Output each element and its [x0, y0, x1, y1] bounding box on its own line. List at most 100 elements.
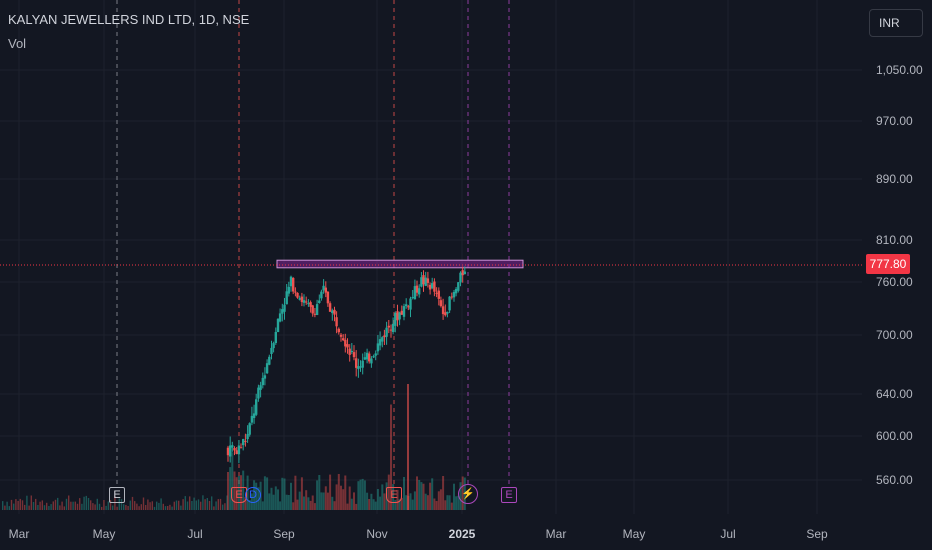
candle-body [239, 447, 243, 449]
candle-body [235, 450, 238, 454]
candle-body [252, 413, 256, 418]
price-tick: 890.00 [876, 172, 913, 186]
candle-body [413, 286, 417, 300]
volume-bar [213, 506, 215, 510]
volume-bar [355, 503, 358, 510]
candle-body [426, 278, 430, 283]
candle-body [391, 323, 395, 332]
candlesticks[interactable] [226, 266, 466, 464]
volume-bar [63, 506, 65, 510]
volume-bar [114, 496, 116, 510]
volume-bar [186, 501, 189, 510]
volume-bar [19, 498, 21, 510]
candle-body [259, 385, 262, 390]
volume-bar [103, 500, 105, 510]
volume-bar [331, 496, 334, 510]
volume-bar [324, 486, 327, 510]
volume-bar [311, 495, 314, 510]
volume-bar [353, 492, 355, 510]
candle-body [229, 445, 232, 457]
price-chart[interactable] [0, 0, 862, 514]
time-axis[interactable]: Mar May Jul Sep Nov 2025 Mar May Jul Sep [0, 514, 862, 550]
price-axis[interactable]: 1,050.00 970.00 890.00 810.00 760.00 700… [862, 0, 932, 514]
volume-indicator-label[interactable]: Vol [8, 36, 27, 51]
volume-bar [411, 499, 414, 510]
volume-bar [59, 505, 61, 510]
candle-body [459, 272, 462, 283]
volume-bar [433, 498, 436, 510]
price-tick: 1,050.00 [876, 63, 923, 77]
candle-body [333, 309, 336, 315]
currency-button[interactable]: INR [869, 9, 923, 37]
volume-bar [381, 484, 384, 510]
volume-bar [296, 499, 299, 510]
volume-bar [127, 506, 129, 510]
volume-bar [28, 505, 30, 510]
volume-bar [444, 500, 447, 510]
volume-bar [237, 475, 240, 510]
volume-bar [68, 495, 70, 510]
volume-bar [219, 498, 222, 510]
split-marker[interactable]: ⚡ [458, 484, 478, 504]
volume-bar [337, 474, 340, 510]
volume-bar [244, 497, 247, 510]
volume-bar [182, 499, 184, 510]
symbol-title[interactable]: KALYAN JEWELLERS IND LTD, 1D, NSE [8, 12, 250, 27]
time-tick: Sep [806, 527, 828, 541]
volume-bar [92, 503, 94, 510]
volume-bar [305, 490, 308, 510]
candle-body [452, 292, 456, 298]
volume-bar [184, 496, 186, 510]
resistance-zone[interactable] [276, 259, 524, 269]
candle-body [409, 298, 412, 310]
volume-bar [74, 501, 76, 510]
candle-body [298, 298, 301, 300]
volume-bar [272, 494, 275, 510]
earnings-marker[interactable]: E [386, 487, 402, 503]
candle-body [296, 292, 299, 298]
candle-body [344, 339, 347, 347]
candle-body [276, 318, 280, 333]
volume-bar [217, 499, 219, 510]
volume-bar [81, 503, 83, 510]
volume-bar [350, 498, 353, 510]
volume-bar [32, 502, 35, 510]
volume-bar [164, 506, 167, 510]
volume-bar [322, 492, 325, 510]
volume-bar [368, 499, 371, 510]
dividend-marker[interactable]: D [245, 487, 261, 503]
volume-bar [158, 502, 160, 510]
candle-body [263, 375, 267, 379]
volume-bar [138, 506, 140, 510]
volume-bar [413, 491, 416, 510]
candle-body [370, 358, 373, 364]
volume-bar [229, 467, 232, 510]
volume-bar [193, 497, 195, 510]
volume-bar [307, 497, 310, 510]
candle-body [428, 284, 432, 290]
time-tick: May [622, 527, 646, 541]
volume-bar [409, 493, 412, 510]
candle-body [322, 285, 325, 291]
volume-bar [318, 475, 321, 510]
volume-bar [140, 504, 142, 510]
price-tick: 810.00 [876, 233, 913, 247]
volume-bar [372, 499, 375, 510]
volume-bar [390, 404, 392, 510]
candle-body [305, 301, 308, 303]
candle-body [361, 360, 364, 368]
volume-bar [98, 503, 101, 510]
candle-body [289, 276, 293, 287]
earnings-marker[interactable]: E [109, 487, 125, 503]
volume-bar [134, 501, 136, 510]
grid-lines [0, 0, 862, 514]
volume-bar [156, 501, 158, 510]
volume-bar [359, 479, 362, 510]
volume-bar [54, 499, 57, 510]
volume-bar [266, 477, 269, 510]
volume-bar [248, 500, 251, 510]
volume-bar [2, 501, 4, 510]
time-tick-year: 2025 [448, 527, 476, 541]
candle-body [346, 344, 349, 348]
upcoming-earnings-marker[interactable]: E [501, 487, 517, 503]
